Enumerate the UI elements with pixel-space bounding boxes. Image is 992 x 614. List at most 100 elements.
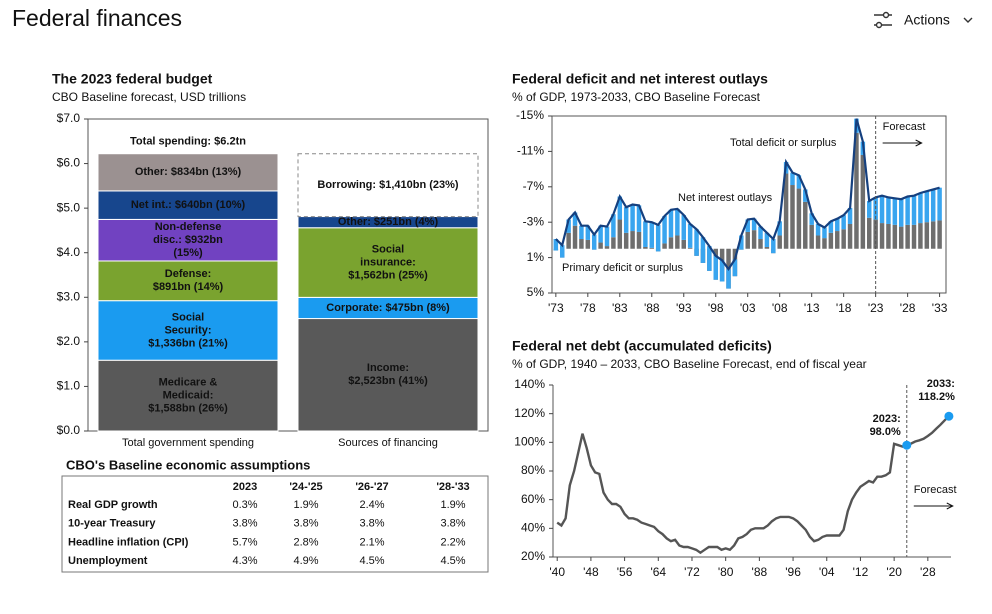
annotation-label: 2023: [873,413,901,425]
segment-label: Other: $251bn (4%) [338,216,439,228]
bar [841,229,846,249]
bar [611,237,616,249]
x-tick-label: '56 [617,565,633,579]
bar [892,198,898,225]
bar [649,247,655,249]
table-cell: 5.7% [232,536,257,548]
bar-segment [97,218,279,262]
bar [611,214,616,238]
y-tick-label: -15% [516,108,544,122]
y-tick-label: 80% [521,463,545,477]
bar [726,269,731,289]
bar [675,235,680,249]
bar [675,208,680,236]
table-cell: 3.8% [293,518,318,530]
bar [751,230,757,249]
x-tick-label: '20 [886,565,902,579]
actions-button[interactable]: Actions [874,12,973,29]
bar [630,204,635,232]
bar [860,154,866,249]
segment-label: Income: [367,362,409,374]
bar [643,246,648,249]
table-cell: 1.9% [293,499,318,511]
row-label: Headline inflation (CPI) [68,536,189,548]
bar [745,231,750,249]
bar [898,226,904,249]
bar [559,245,565,258]
bar [662,216,667,244]
bar [783,173,789,249]
bar [822,238,827,249]
segment-label: Net int.: $640bn (10%) [131,199,246,211]
plot-frame [551,115,947,294]
bar [745,219,750,232]
table-cell: 2.1% [359,536,384,548]
x-tick-label: Sources of financing [338,437,438,449]
bar [867,200,872,218]
bar [585,239,591,249]
page-title: Federal finances [12,5,182,31]
table-cell: 1.9% [440,499,465,511]
row-label: Real GDP growth [68,499,158,511]
table-cell: 4.5% [359,555,384,567]
y-tick-label: -3% [523,214,545,228]
x-tick-label: '64 [650,565,666,579]
bar [886,223,891,249]
table-cell: 3.8% [232,518,257,530]
bar [681,215,686,240]
x-tick-label: '33 [932,301,948,315]
y-tick-label: 140% [514,377,545,391]
segment-label: Medicaid: [163,390,214,402]
bar [867,217,872,249]
bar [790,185,795,249]
bar [604,226,610,247]
x-tick-label: '18 [836,301,852,315]
table-cell: 4.5% [440,555,465,567]
segment-label: $1,588bn (26%) [148,403,228,415]
column-header: '28-'33 [436,481,469,493]
table-cell: 0.3% [232,499,257,511]
bar [707,246,712,271]
segment-label: $2,523bn (41%) [348,375,428,387]
x-tick-label: '98 [708,301,724,315]
x-tick-label: '03 [740,301,756,315]
chevron [963,17,973,23]
bar [796,175,802,189]
segment-label: Defense: [165,268,211,280]
table-title: CBO's Baseline economic assumptions [66,457,310,472]
bar [873,219,878,249]
bar [572,225,578,249]
y-tick-label: 60% [521,492,545,506]
x-tick-label: '28 [920,565,936,579]
bar [777,235,782,249]
bar [643,221,648,247]
bar [579,225,584,240]
forecast-label: Forecast [914,484,957,496]
bar [591,234,597,250]
x-tick-label: '08 [772,301,788,315]
annotation-label: 2033: [927,378,955,390]
bar [566,232,571,249]
bar [854,132,859,249]
y-tick-label: $0.0 [57,423,81,437]
x-tick-label: '88 [752,565,768,579]
series-label: Primary deficit or surplus [562,262,684,274]
bar [758,226,763,240]
row-label: 10-year Treasury [68,518,156,530]
x-tick-label: '12 [853,565,869,579]
y-tick-label: -7% [523,179,545,193]
bar [585,225,591,240]
bar-segment [297,227,479,298]
table-cell: 4.9% [293,555,318,567]
y-tick-label: $6.0 [57,156,81,170]
table-cell: 2.8% [293,536,318,548]
bar [937,187,942,221]
bar [822,227,827,239]
x-tick-label: '04 [819,565,835,579]
bar [924,222,930,249]
x-tick-label: '13 [804,301,820,315]
bar [617,219,623,249]
bar [668,209,674,238]
segment-label: insurance: [360,256,416,268]
actions-label: Actions [904,12,950,28]
